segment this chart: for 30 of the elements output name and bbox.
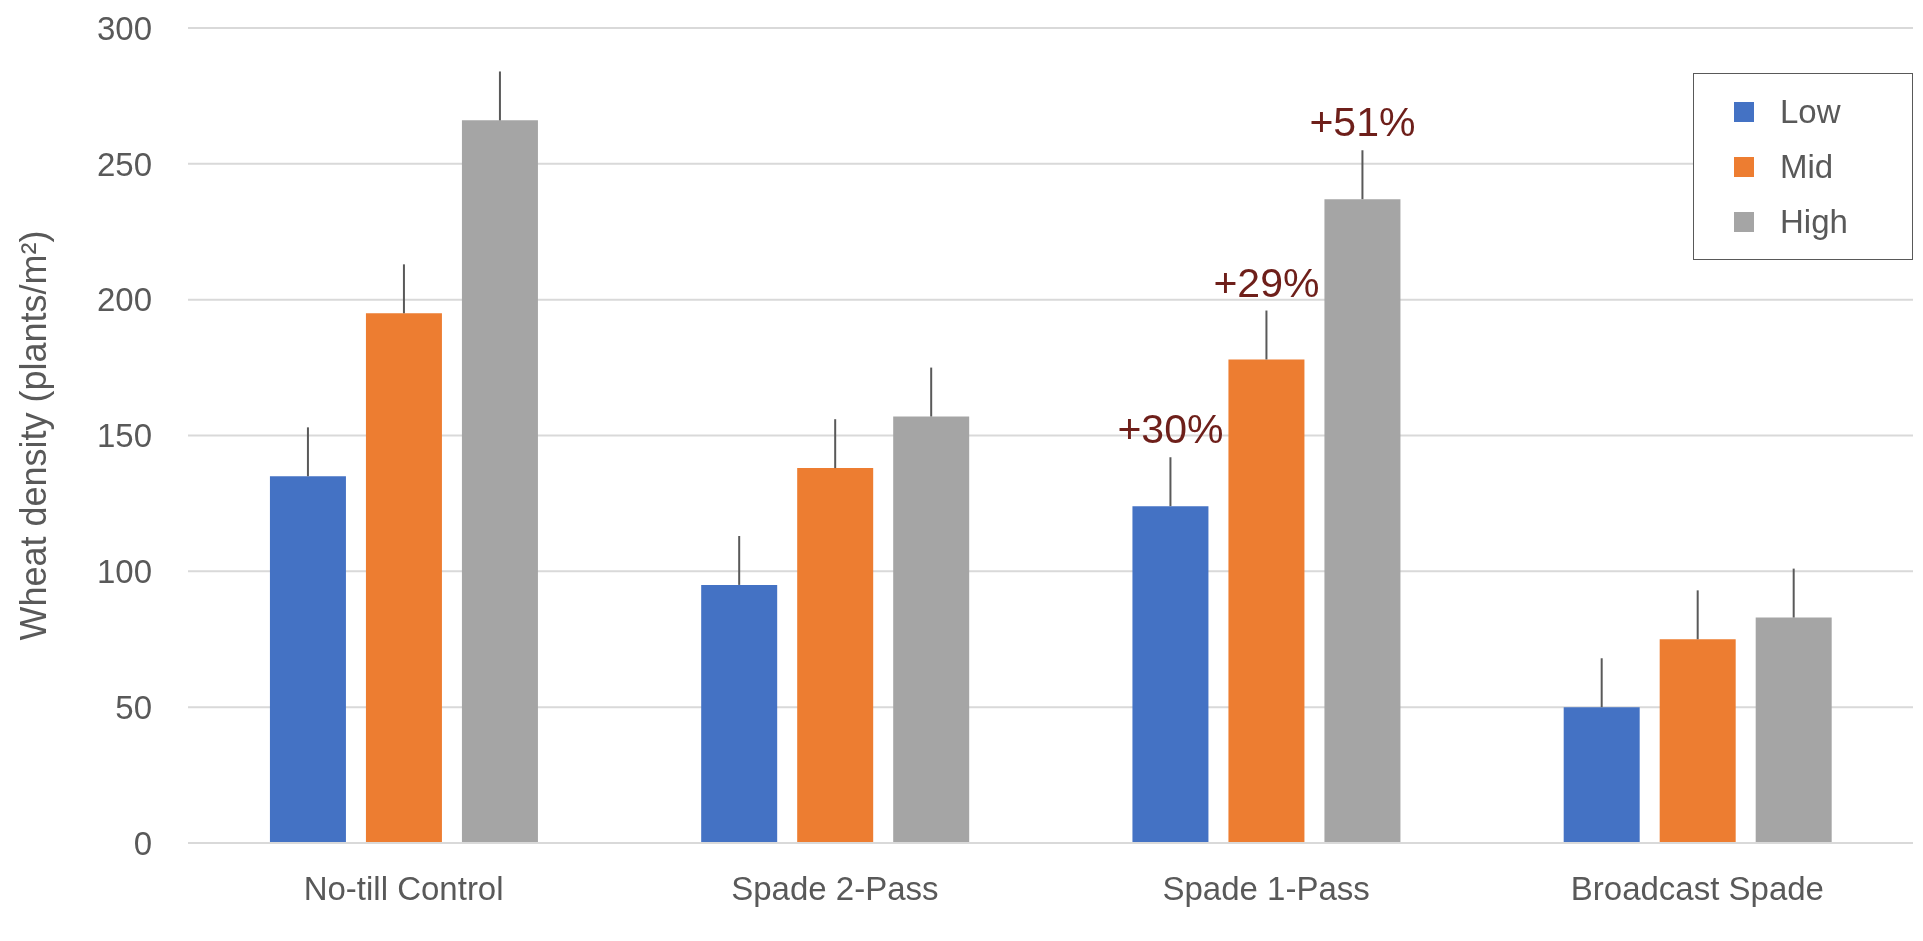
legend-label: Low [1779,91,1842,132]
bar [269,476,346,843]
legend-label: High [1779,201,1849,242]
y-tick-label: 200 [96,281,152,319]
bar [1228,359,1305,843]
bar [797,468,874,843]
y-tick-label: 250 [96,145,152,183]
x-tick-label: No-till Control [303,870,504,908]
bar [701,584,778,843]
y-tick-label: 300 [96,9,152,47]
bar [1755,617,1832,843]
legend-label: Mid [1779,146,1835,187]
annotation: +29% [1213,259,1320,306]
y-tick-label: 0 [133,824,152,862]
x-tick-label: Spade 2-Pass [731,870,939,908]
bar [893,416,970,843]
annotation: +51% [1309,99,1416,146]
bar [1132,506,1209,843]
x-tick-label: Spade 1-Pass [1162,870,1370,908]
bar [1563,707,1640,843]
x-tick-label: Broadcast Spade [1570,870,1824,908]
annotation: +30% [1117,406,1224,453]
bar [1659,639,1736,843]
y-axis-title: Wheat density (plants/m²) [12,230,54,641]
y-tick-label: 50 [115,688,152,726]
bar [365,313,442,843]
bar [1324,199,1401,843]
y-tick-label: 150 [96,417,152,455]
bar [461,120,538,843]
y-tick-label: 100 [96,553,152,591]
